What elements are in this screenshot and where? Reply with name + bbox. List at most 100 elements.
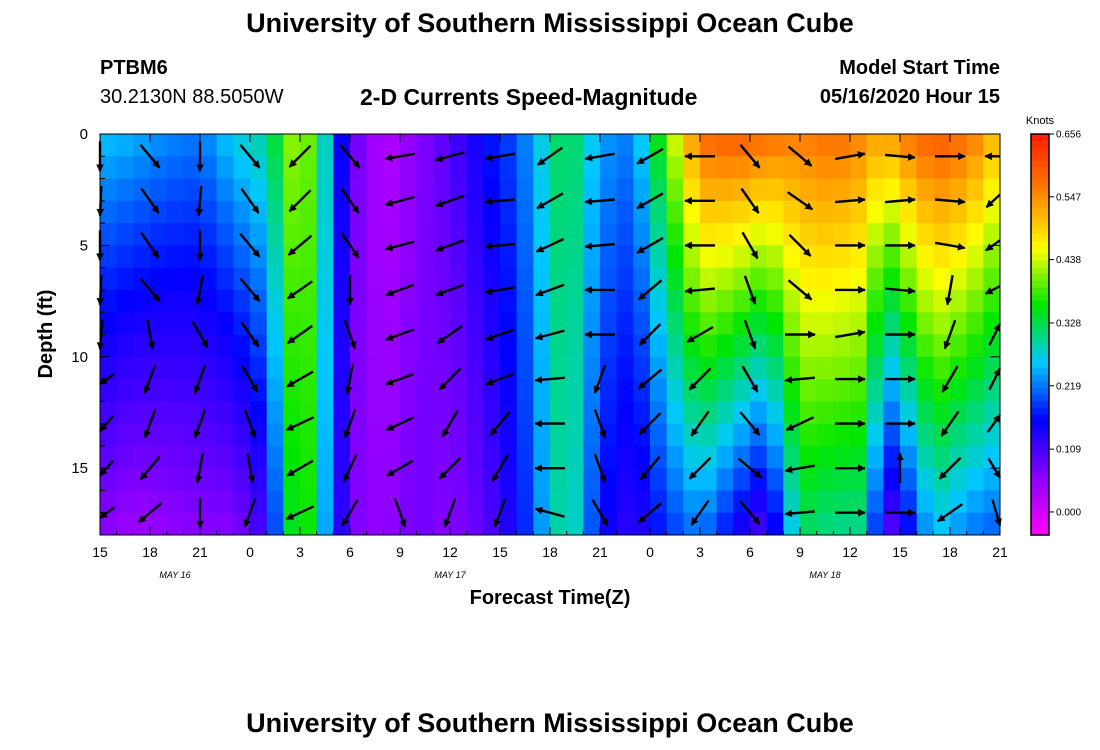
- current-vector-arrow: [384, 152, 416, 162]
- heatmap-cell: [150, 334, 168, 358]
- heatmap-cell: [550, 423, 568, 447]
- heatmap-cell: [683, 134, 701, 157]
- heatmap-cell: [166, 356, 184, 380]
- heatmap-cell: [583, 379, 601, 402]
- heatmap-cell: [366, 401, 384, 425]
- heatmap-cell: [366, 134, 384, 157]
- heatmap-cell: [400, 200, 418, 224]
- x-tick-label: 18: [942, 544, 958, 560]
- heatmap-cell: [966, 289, 984, 313]
- heatmap-cell: [616, 423, 634, 447]
- heatmap-cell: [733, 445, 751, 469]
- heatmap-cell: [550, 334, 568, 358]
- heatmap-cell: [833, 245, 851, 269]
- current-vector-arrow: [239, 277, 261, 303]
- colorbar-unit: Knots: [1026, 115, 1055, 127]
- heatmap-cell: [366, 200, 384, 224]
- heatmap-cell: [400, 512, 418, 535]
- heatmap-cell: [150, 267, 168, 291]
- heatmap-cell: [683, 312, 701, 336]
- y-axis-label: Depth (ft): [35, 290, 57, 379]
- colorbar-segment: [1031, 468, 1049, 476]
- heatmap-cell: [316, 178, 334, 202]
- heatmap-cell: [933, 156, 951, 180]
- heatmap-cell: [266, 423, 284, 447]
- heatmap-cell: [250, 468, 268, 492]
- heatmap-cell: [633, 490, 651, 514]
- current-vector-arrow: [143, 409, 157, 439]
- heatmap-cell: [183, 334, 201, 358]
- heatmap-cell: [183, 156, 201, 180]
- heatmap-cell: [116, 334, 134, 358]
- heatmap-cell: [466, 156, 484, 180]
- heatmap-cell: [566, 245, 584, 269]
- colorbar-label: 0.438: [1056, 255, 1081, 266]
- heatmap-cell: [783, 156, 801, 180]
- heatmap-cell: [350, 445, 368, 469]
- heatmap-cell: [200, 134, 218, 157]
- current-vector-arrow: [493, 498, 507, 528]
- current-vector-arrow: [146, 319, 156, 351]
- heatmap-cell: [866, 334, 884, 358]
- heatmap-cell: [966, 445, 984, 469]
- heatmap-cell: [816, 490, 834, 514]
- heatmap-cell: [783, 512, 801, 535]
- heatmap-cell: [783, 356, 801, 380]
- current-vector-arrow: [241, 365, 259, 393]
- heatmap-cell: [666, 289, 684, 313]
- heatmap-cell: [700, 134, 718, 157]
- heatmap-cell: [833, 423, 851, 447]
- heatmap-cell: [600, 356, 618, 380]
- heatmap-cell: [183, 512, 201, 535]
- current-vector-arrow: [743, 275, 757, 305]
- heatmap-cell: [116, 312, 134, 336]
- heatmap-cell: [333, 401, 351, 425]
- heatmap-cell: [383, 312, 401, 336]
- heatmap-cell: [583, 289, 601, 313]
- colorbar-segment: [1031, 167, 1049, 175]
- heatmap-cell: [500, 134, 518, 157]
- heatmap-cell: [933, 289, 951, 313]
- heatmap-cell: [950, 200, 968, 224]
- heatmap-cell: [816, 156, 834, 180]
- heatmap-cell: [666, 267, 684, 291]
- heatmap-cell: [733, 512, 751, 535]
- heatmap-cell: [983, 223, 1000, 246]
- heatmap-cell: [966, 423, 984, 447]
- heatmap-cell: [583, 468, 601, 492]
- heatmap-cell: [916, 468, 934, 492]
- heatmap-cell: [966, 379, 984, 402]
- heatmap-cell: [416, 178, 434, 202]
- heatmap-cell: [600, 468, 618, 492]
- date-label: MAY 18: [809, 570, 840, 580]
- heatmap-cell: [383, 156, 401, 180]
- heatmap-cell: [616, 334, 634, 358]
- current-vector-arrow: [285, 416, 315, 432]
- heatmap-cell: [250, 134, 268, 157]
- heatmap-cell: [583, 312, 601, 336]
- heatmap-cell: [650, 423, 668, 447]
- colorbar-segment: [1031, 421, 1049, 429]
- heatmap-cell: [783, 200, 801, 224]
- heatmap-cell: [983, 445, 1000, 469]
- heatmap-cell: [900, 379, 918, 402]
- heatmap-cell: [816, 312, 834, 336]
- heatmap-cell: [650, 178, 668, 202]
- heatmap-cell: [166, 512, 184, 535]
- heatmap-cell: [916, 223, 934, 246]
- heatmap-cell: [633, 401, 651, 425]
- heatmap-cell: [600, 334, 618, 358]
- heatmap-cell: [600, 401, 618, 425]
- heatmap-cell: [166, 468, 184, 492]
- heatmap-cell: [733, 289, 751, 313]
- heatmap-cell: [883, 156, 901, 180]
- heatmap-cell: [766, 156, 784, 180]
- current-vector-arrow: [240, 187, 260, 214]
- heatmap-cell: [600, 490, 618, 514]
- heatmap-cell: [400, 245, 418, 269]
- heatmap-cell: [566, 223, 584, 246]
- heatmap-cell: [783, 289, 801, 313]
- heatmap-cell: [716, 468, 734, 492]
